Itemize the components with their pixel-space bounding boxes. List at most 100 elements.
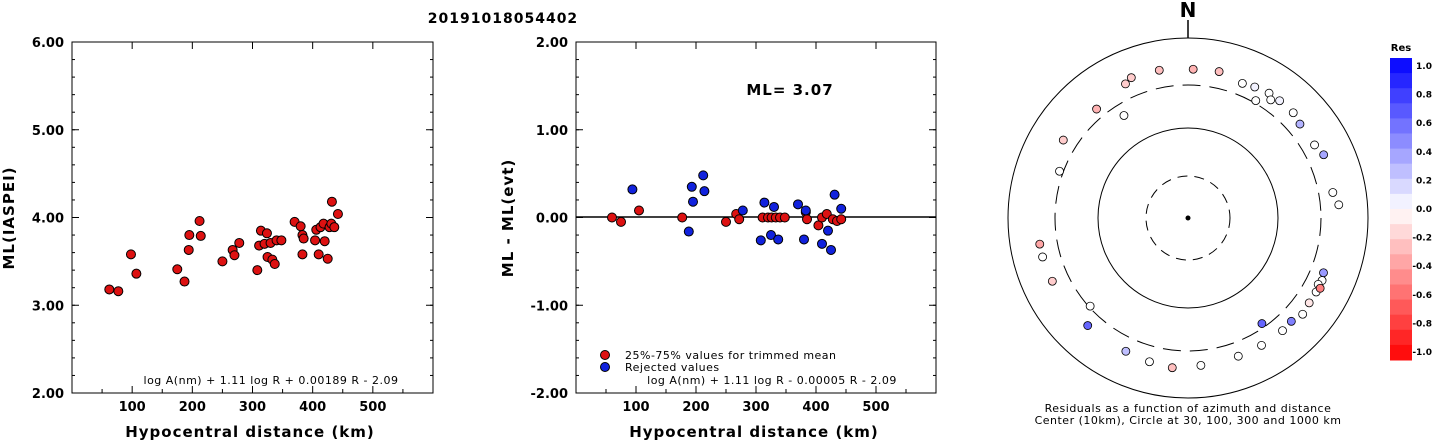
- station-residual-point: [1126, 73, 1136, 83]
- residual-vs-distance-panel: 100 200 300 400 500 -2.00 -1.00 0.00 1.00 2.00 ML…: [499, 36, 937, 441]
- y-tick-label: -1.00: [531, 299, 568, 314]
- colorbar-segment: [1390, 73, 1412, 89]
- colorbar-segment: [1390, 284, 1412, 301]
- plot1-ylabel: ML(IASPEI): [0, 166, 18, 269]
- data-point: [836, 214, 847, 225]
- x-tick-label: 100: [622, 400, 649, 415]
- station-residual-point: [1233, 351, 1243, 361]
- colorbar-tick-label: -0.2: [1412, 234, 1432, 244]
- epicenter-dot: [1185, 215, 1191, 221]
- station-residual-point: [1083, 321, 1093, 330]
- station-residual-point: [1334, 200, 1344, 210]
- station-residual-point: [1154, 65, 1164, 75]
- polar-caption-2: Center (10km), Circle at 30, 100, 300 an…: [1035, 414, 1342, 427]
- colorbar-segment: [1390, 224, 1412, 240]
- data-point: [721, 216, 731, 227]
- y-tick-label: 0.00: [536, 212, 568, 227]
- y-tick-label: -2.00: [531, 387, 568, 402]
- colorbar-segment: [1390, 88, 1412, 104]
- y-tick-label: 5.00: [32, 124, 64, 139]
- data-point: [113, 286, 124, 297]
- colorbar-label: Res: [1391, 43, 1411, 54]
- data-point: [131, 268, 142, 279]
- legend-rejected-label: Rejected values: [625, 361, 720, 374]
- rejected-point: [627, 184, 638, 195]
- rejected-point: [773, 234, 784, 245]
- data-point: [802, 214, 812, 225]
- station-residual-point: [1058, 135, 1068, 145]
- x-tick-label: 300: [239, 400, 266, 415]
- station-residual-point: [1250, 82, 1260, 92]
- colorbar-tick-label: 0.4: [1416, 148, 1432, 158]
- y-tick-label: 4.00: [32, 212, 64, 227]
- polar-caption-1: Residuals as a function of azimuth and d…: [1045, 402, 1332, 415]
- station-residual-point: [1188, 64, 1198, 74]
- colorbar-tick-label: 0.0: [1416, 205, 1432, 215]
- data-point: [125, 249, 136, 260]
- ml-vs-distance-panel: 100 200 300 400 500 2.00 3.00 4.00 5.00 6.00 log …: [0, 36, 434, 441]
- plot2-xlabel: Hypocentral distance (km): [629, 423, 879, 441]
- rejected-point: [800, 205, 811, 216]
- rejected-point: [836, 203, 847, 214]
- data-point: [179, 276, 190, 287]
- station-residual-point: [1196, 360, 1206, 370]
- event-title: 20191018054402: [428, 11, 578, 27]
- ml-value-label: ML= 3.07: [746, 81, 833, 99]
- data-point: [322, 253, 333, 264]
- rejected-point: [686, 181, 697, 192]
- colorbar-tick-label: 1.0: [1416, 62, 1432, 72]
- data-point: [634, 205, 644, 216]
- colorbar-segment: [1390, 329, 1412, 346]
- x-tick-label: 500: [862, 400, 889, 415]
- station-residual-point: [1319, 268, 1328, 278]
- station-residual-point: [1304, 298, 1314, 308]
- y-tick-label: 2.00: [32, 387, 64, 402]
- rejected-point: [823, 225, 833, 236]
- x-tick-label: 300: [742, 400, 769, 415]
- colorbar-segment: [1390, 314, 1412, 331]
- plot1-xlabel: Hypocentral distance (km): [125, 423, 375, 441]
- station-residual-point: [1310, 140, 1319, 150]
- azimuth-residual-panel: N Residuals as a function of azimuth and…: [1007, 0, 1369, 427]
- data-point: [295, 221, 306, 232]
- station-residual-point: [1278, 326, 1287, 336]
- ring-30km: [1145, 175, 1231, 261]
- colorbar-tick-label: -1.0: [1412, 348, 1432, 358]
- legend-trimmed-label: 25%-75% values for trimmed mean: [625, 349, 837, 362]
- rejected-point: [829, 189, 840, 200]
- colorbar-segment: [1390, 269, 1412, 285]
- colorbar-tick-label: 0.8: [1416, 91, 1432, 101]
- rejected-point: [755, 235, 766, 246]
- x-tick-label: 500: [359, 400, 386, 415]
- data-point: [297, 249, 308, 260]
- station-residual-point: [1237, 78, 1247, 88]
- residual-colorbar: Res 1.0 0.8 0.6 0.4 0.2 0.0 -0.2 -0.4 -0.6 -0.8 -1…: [1390, 43, 1432, 361]
- rejected-point: [683, 226, 694, 237]
- station-residual-point: [1257, 319, 1267, 328]
- station-residual-point: [1145, 357, 1154, 367]
- ring-300km: [1054, 84, 1322, 352]
- colorbar-segment: [1390, 239, 1412, 255]
- data-point: [677, 212, 688, 223]
- colorbar-segment: [1390, 344, 1412, 361]
- colorbar-segment: [1390, 299, 1412, 316]
- rejected-point: [766, 230, 776, 241]
- colorbar-segment: [1390, 103, 1412, 119]
- rejected-point: [769, 201, 779, 212]
- y-tick-label: 3.00: [32, 299, 64, 314]
- plot2-ylabel: ML - ML(evt): [499, 159, 517, 277]
- rejected-point: [793, 199, 803, 210]
- data-point: [261, 228, 272, 239]
- data-point: [616, 216, 626, 227]
- colorbar-tick-label: -0.6: [1412, 291, 1432, 301]
- data-point: [229, 250, 240, 261]
- colorbar-segment: [1390, 118, 1412, 134]
- station-residual-point: [1295, 119, 1305, 129]
- station-residual-point: [1085, 301, 1095, 311]
- station-residual-point: [1275, 96, 1285, 106]
- plot1-frame: [71, 41, 434, 394]
- station-residual-point: [1035, 239, 1045, 249]
- station-residual-point: [1047, 276, 1057, 286]
- rejected-point: [759, 197, 770, 208]
- y-tick-label: 2.00: [536, 36, 568, 51]
